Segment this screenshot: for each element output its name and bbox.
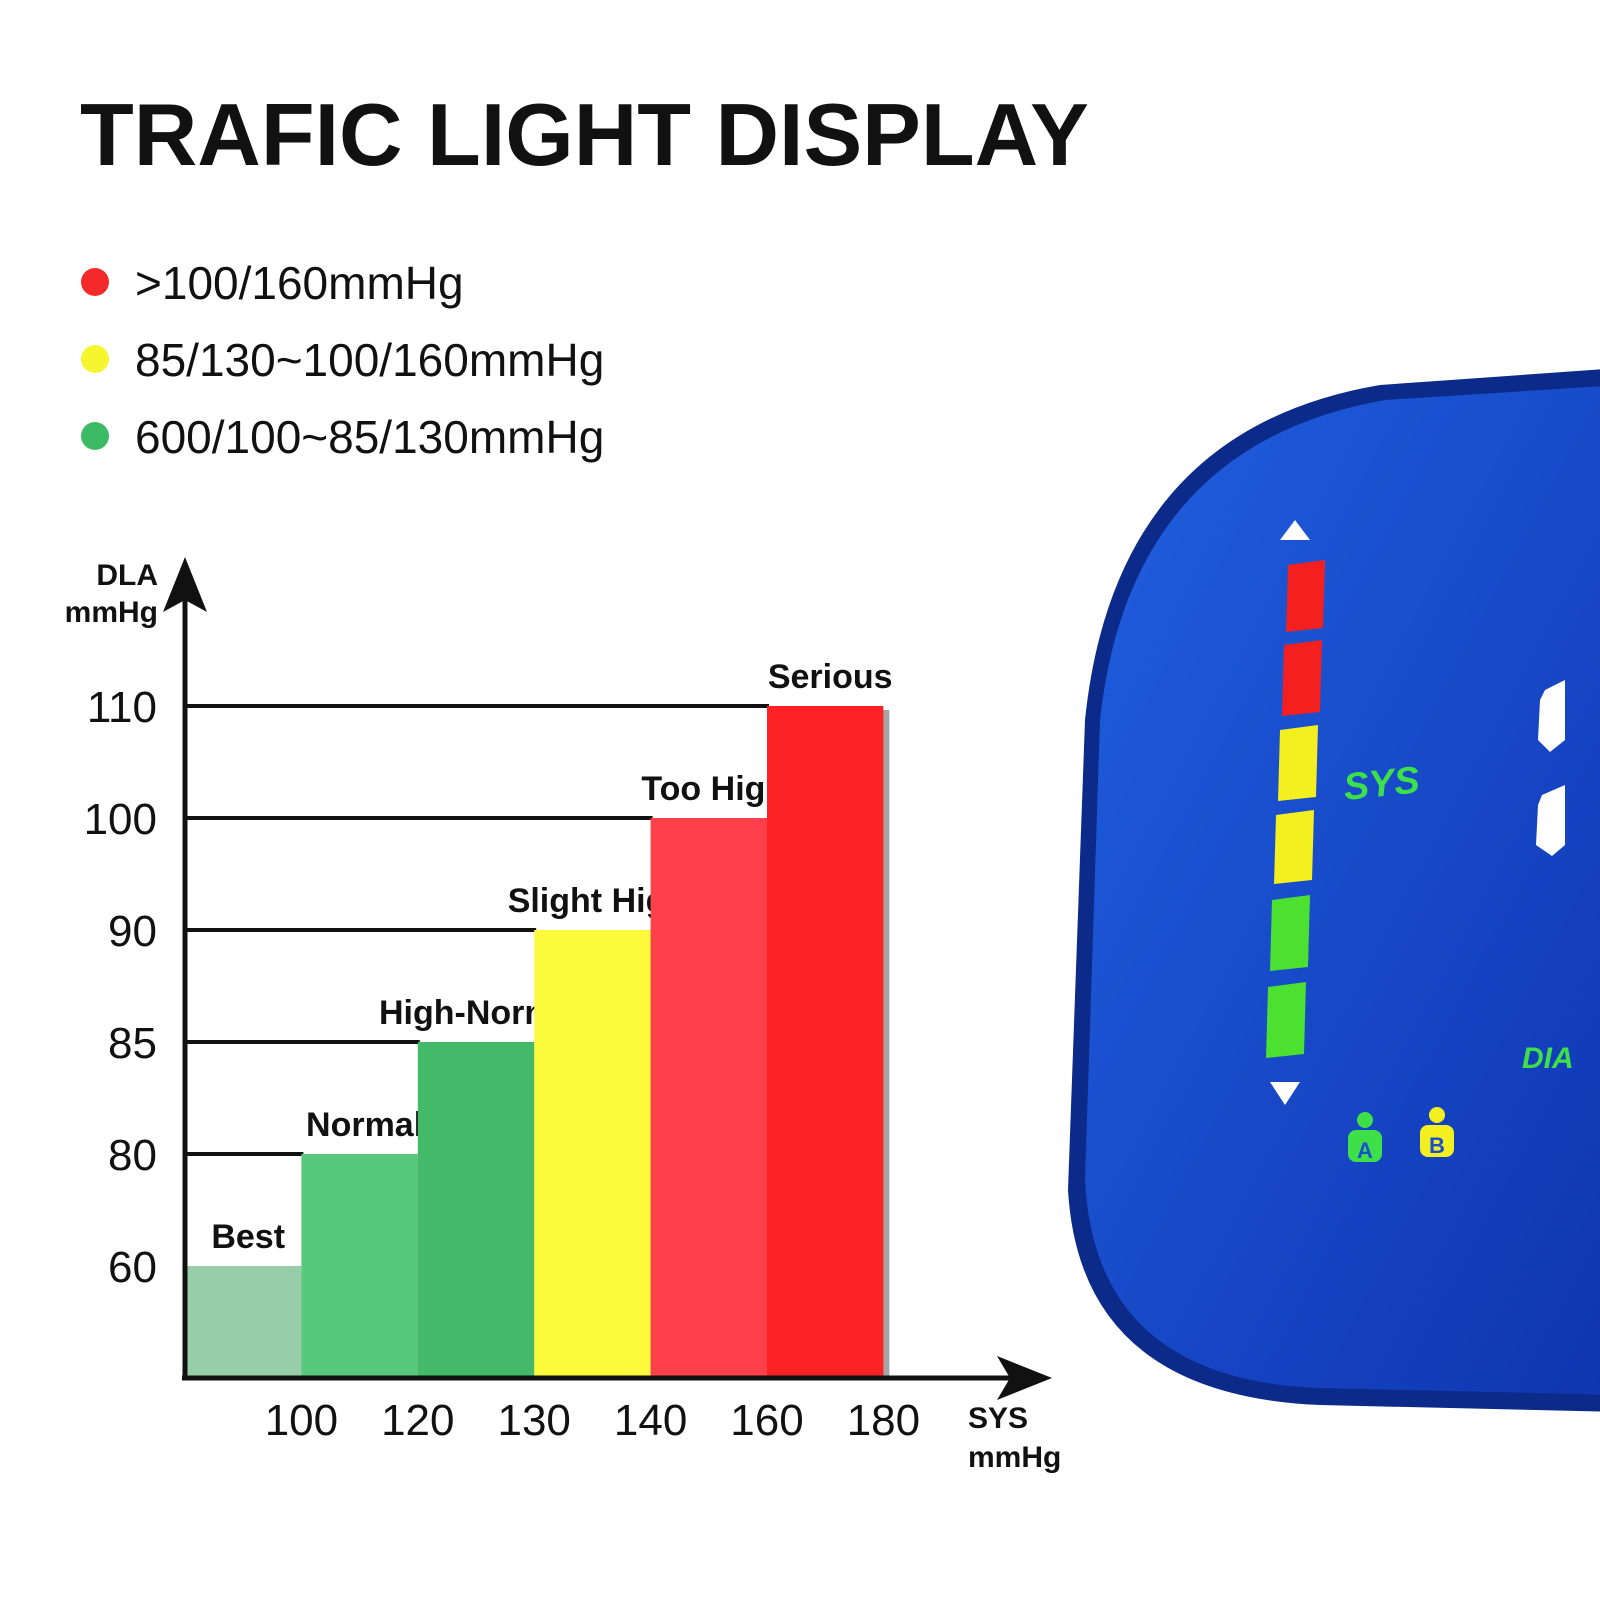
x-tick-label: 120 <box>381 1396 454 1445</box>
indicator <box>1266 560 1325 1058</box>
x-axis-label: SYS <box>968 1402 1028 1435</box>
x-tick-label: 130 <box>497 1396 570 1445</box>
y-tick-label: 110 <box>87 683 157 732</box>
digit <box>1536 680 1565 856</box>
y-tick-label: 90 <box>108 907 157 956</box>
segment <box>1286 560 1325 632</box>
user-label: B <box>1429 1133 1445 1158</box>
x-tick-label: 180 <box>847 1396 920 1445</box>
sys-label: SYS <box>1342 759 1422 809</box>
bar <box>650 818 767 1378</box>
bar-label: Best <box>211 1218 285 1256</box>
title: TRAFIC LIGHT DISPLAY <box>80 85 1089 184</box>
y-tick-label: 100 <box>84 795 157 844</box>
legend-dot <box>81 268 109 296</box>
device-body <box>1085 386 1600 1395</box>
x-axis-label: mmHg <box>968 1441 1061 1474</box>
bar <box>301 1154 418 1378</box>
segment <box>1266 982 1306 1058</box>
bar-label: Normal <box>306 1106 423 1144</box>
arrow-down <box>1270 1082 1300 1105</box>
dia-label: DIA <box>1522 1042 1574 1075</box>
arrow-up <box>1280 520 1310 540</box>
legend-dot <box>81 345 109 373</box>
legend-dot <box>81 422 109 450</box>
y-axis-label: mmHg <box>65 596 158 629</box>
y-axis-arrow <box>163 557 207 612</box>
bar-label: Serious <box>768 658 893 696</box>
y-tick-label: 60 <box>108 1243 157 1292</box>
y-axis-label: DLA <box>96 559 158 592</box>
user-a: A <box>1348 1112 1382 1163</box>
segment <box>1270 895 1310 971</box>
x-tick-label: 140 <box>614 1396 687 1445</box>
y-tick-label: 85 <box>108 1019 157 1068</box>
bar <box>185 1266 302 1378</box>
bar <box>767 706 884 1378</box>
legend-label: >100/160mmHg <box>135 257 464 309</box>
bar <box>534 930 651 1378</box>
x-tick-label: 160 <box>730 1396 803 1445</box>
x-tick-label: 100 <box>265 1396 338 1445</box>
user-label: A <box>1357 1138 1373 1163</box>
device: SYS DIA A B <box>1068 369 1600 1412</box>
bar-label: Too High <box>641 770 786 808</box>
x-axis-arrow <box>997 1356 1052 1400</box>
chart: >100/160mmHg 85/130~100/160mmHg 600/100~85… <box>65 257 1062 1474</box>
segment <box>1274 810 1314 884</box>
segment <box>1282 640 1322 716</box>
user-b: B <box>1420 1107 1454 1158</box>
y-tick-label: 80 <box>108 1131 157 1180</box>
legend-label: 600/100~85/130mmHg <box>135 411 604 463</box>
segment <box>1278 725 1318 801</box>
bar <box>417 1042 535 1378</box>
legend-label: 85/130~100/160mmHg <box>135 334 604 386</box>
